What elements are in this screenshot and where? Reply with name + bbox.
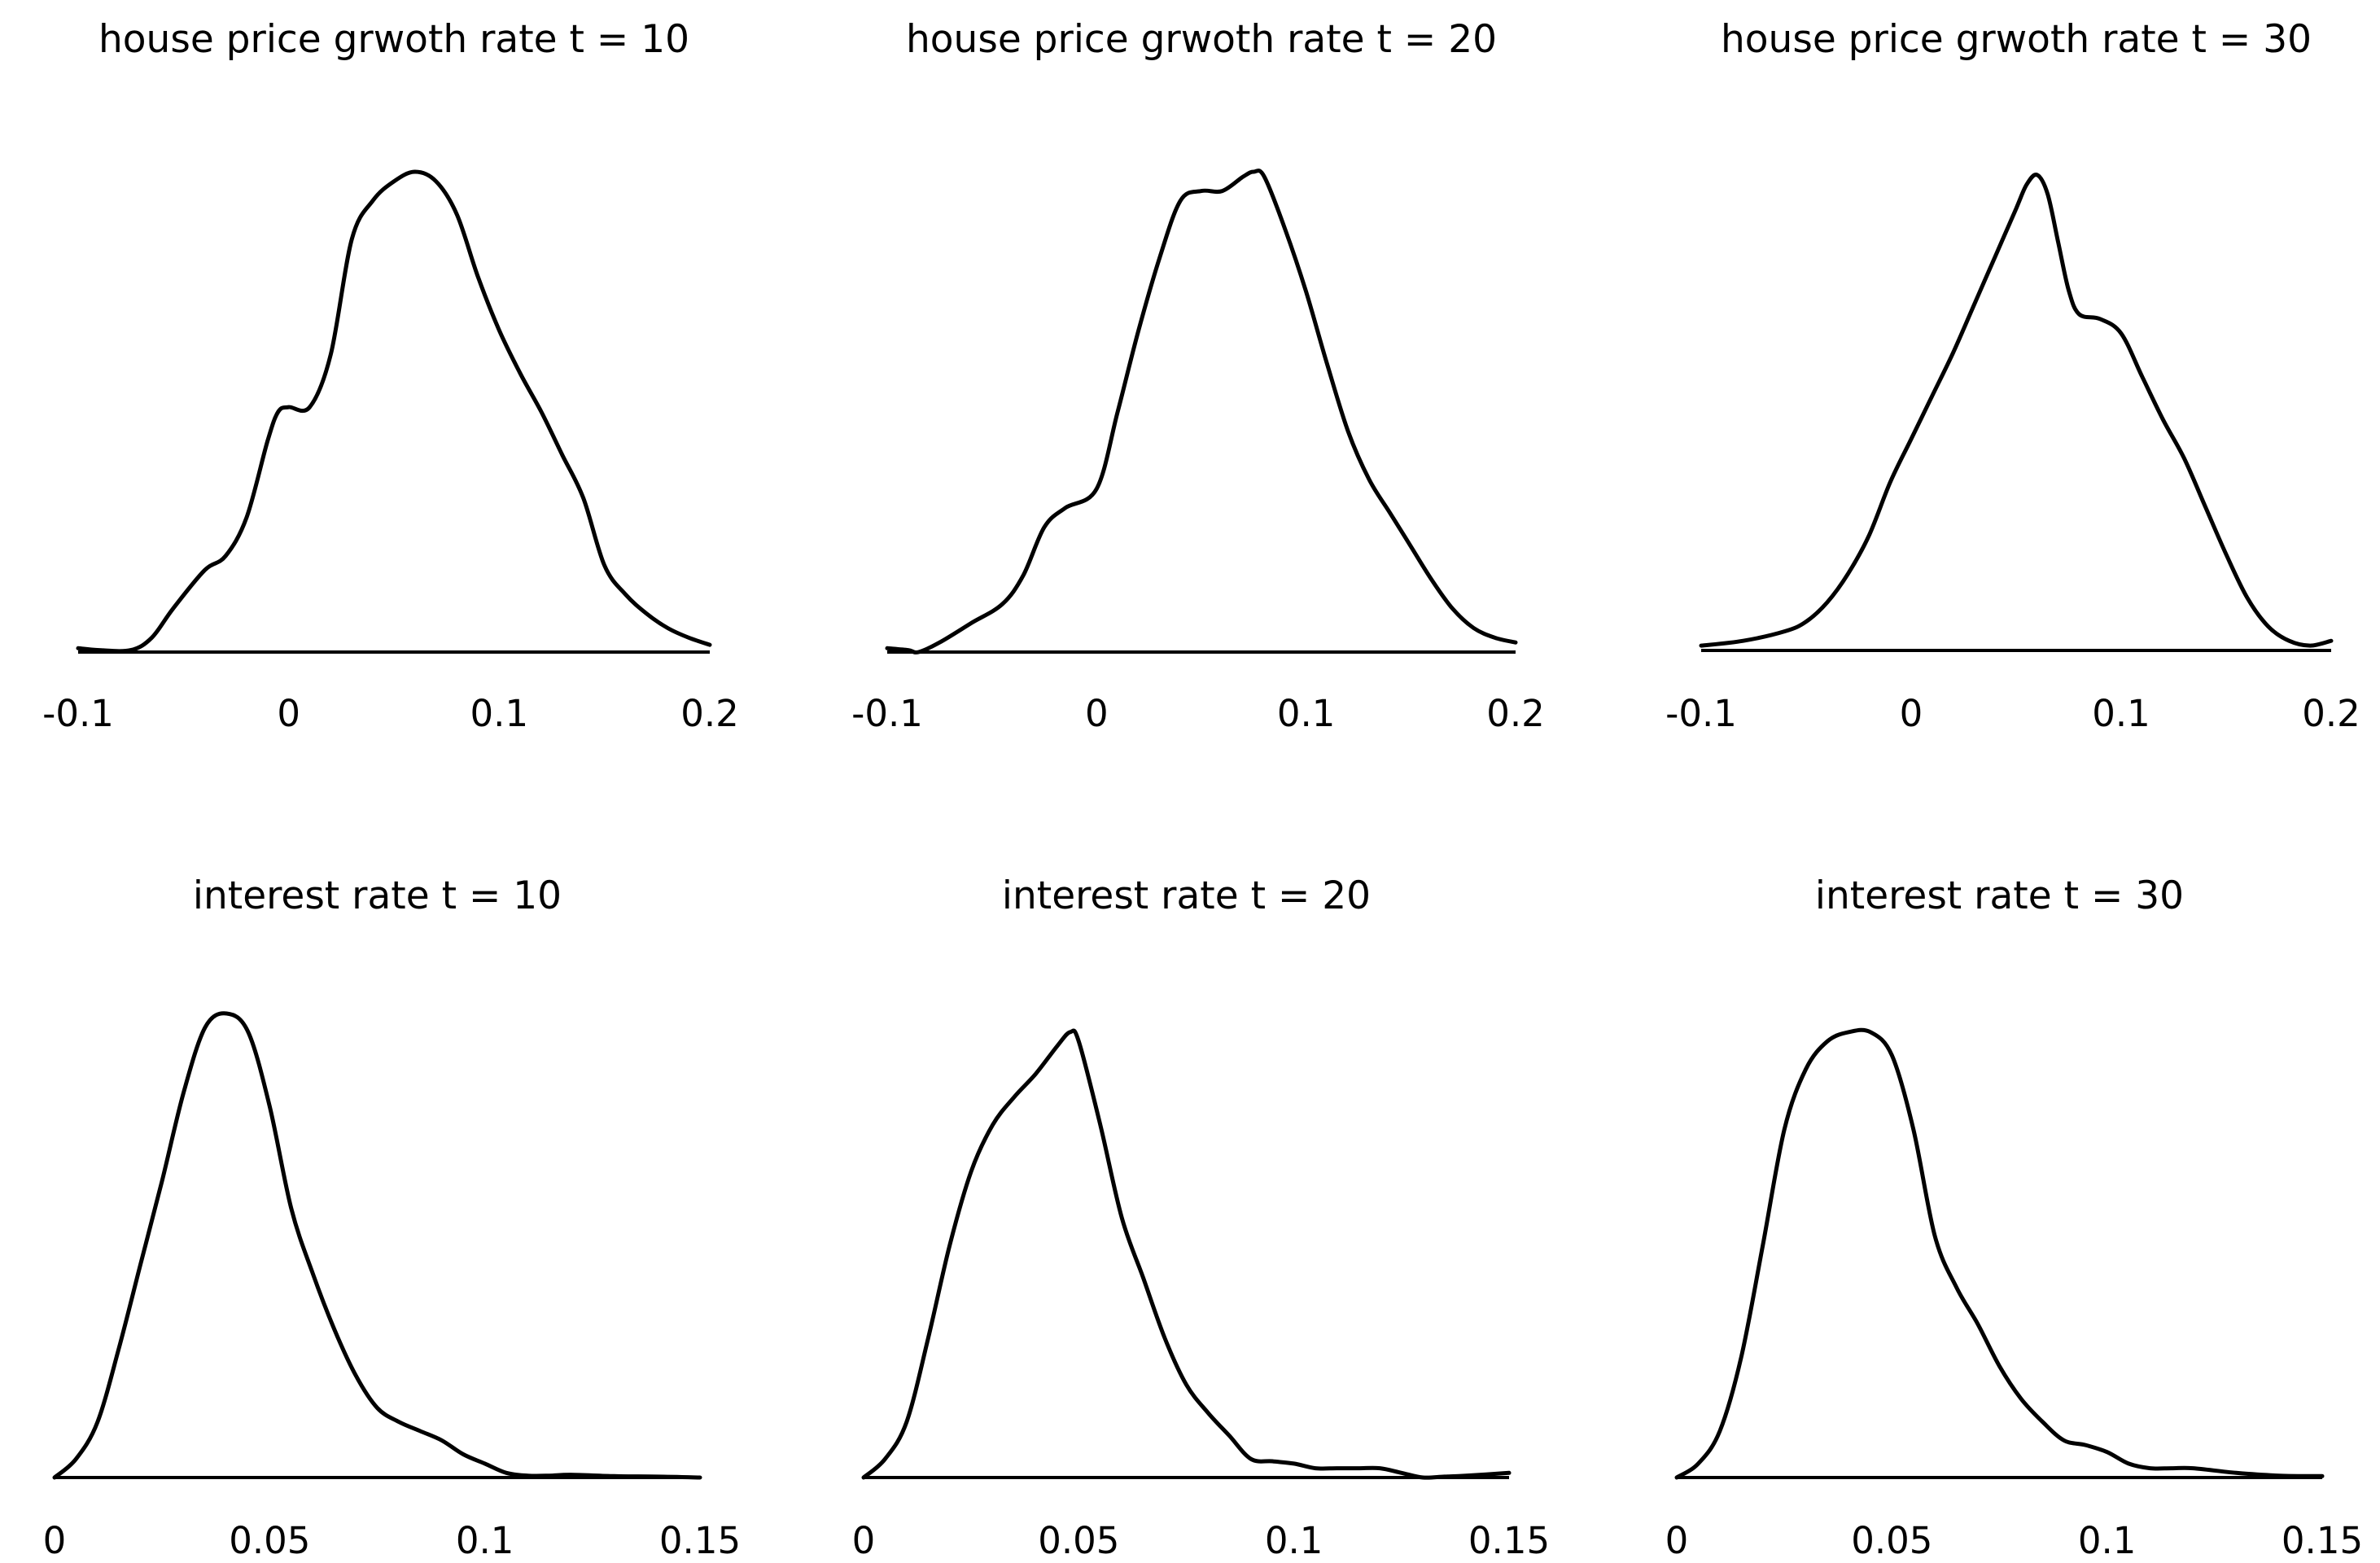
chart-panel-house-price-t20: house price grwoth rate t = 20 -0.1 0 0.1 0… <box>851 17 1545 735</box>
x-tick-label: 0.05 <box>1038 1519 1119 1562</box>
x-tick-label: 0.1 <box>1265 1519 1323 1562</box>
x-tick-label: 0.2 <box>1486 692 1545 735</box>
chart-title: house price grwoth rate t = 20 <box>906 17 1497 62</box>
x-tick-label: 0.15 <box>1468 1519 1550 1562</box>
x-tick-label: 0.1 <box>470 692 529 735</box>
chart-panel-house-price-t10: house price grwoth rate t = 10 -0.1 0 0.1 0… <box>42 17 739 735</box>
x-tick-label: 0 <box>1900 692 1923 735</box>
x-tick-label: 0 <box>1085 692 1109 735</box>
x-tick-label: 0.1 <box>2092 692 2150 735</box>
chart-panel-interest-rate-t10: interest rate t = 10 0 0.05 0.1 0.15 <box>43 873 741 1562</box>
x-tick-label: -0.1 <box>42 692 114 735</box>
x-tick-label: 0.1 <box>2078 1519 2137 1562</box>
x-tick-label: 0 <box>852 1519 876 1562</box>
chart-panel-interest-rate-t30: interest rate t = 30 0 0.05 0.1 0.15 <box>1665 873 2363 1562</box>
density-curve <box>1674 1027 2325 1480</box>
x-tick-label: -0.1 <box>851 692 923 735</box>
chart-title: house price grwoth rate t = 10 <box>98 17 689 62</box>
chart-panel-interest-rate-t20: interest rate t = 20 0 0.05 0.1 0.15 <box>852 873 1550 1562</box>
chart-title: house price grwoth rate t = 30 <box>1721 17 2312 62</box>
density-curve <box>52 1011 702 1480</box>
x-tick-label: 0.2 <box>2302 692 2360 735</box>
density-curve <box>1699 173 2334 648</box>
density-curve <box>885 169 1518 655</box>
chart-title: interest rate t = 10 <box>193 873 562 918</box>
x-tick-label: 0.1 <box>1277 692 1336 735</box>
density-curve <box>76 169 712 654</box>
chart-panel-house-price-t30: house price grwoth rate t = 30 -0.1 0 0.1 0… <box>1665 17 2360 735</box>
x-tick-label: 0.15 <box>2282 1519 2363 1562</box>
density-curve <box>861 1028 1512 1480</box>
x-tick-label: 0.1 <box>456 1519 514 1562</box>
x-tick-label: 0.2 <box>680 692 739 735</box>
x-tick-label: 0 <box>1665 1519 1689 1562</box>
chart-title: interest rate t = 20 <box>1002 873 1371 918</box>
chart-title: interest rate t = 30 <box>1815 873 2184 918</box>
x-tick-label: -0.1 <box>1665 692 1737 735</box>
x-tick-label: 0.05 <box>1851 1519 1932 1562</box>
x-tick-label: 0 <box>277 692 300 735</box>
x-tick-label: 0.15 <box>659 1519 741 1562</box>
x-tick-label: 0.05 <box>229 1519 310 1562</box>
x-tick-label: 0 <box>43 1519 67 1562</box>
